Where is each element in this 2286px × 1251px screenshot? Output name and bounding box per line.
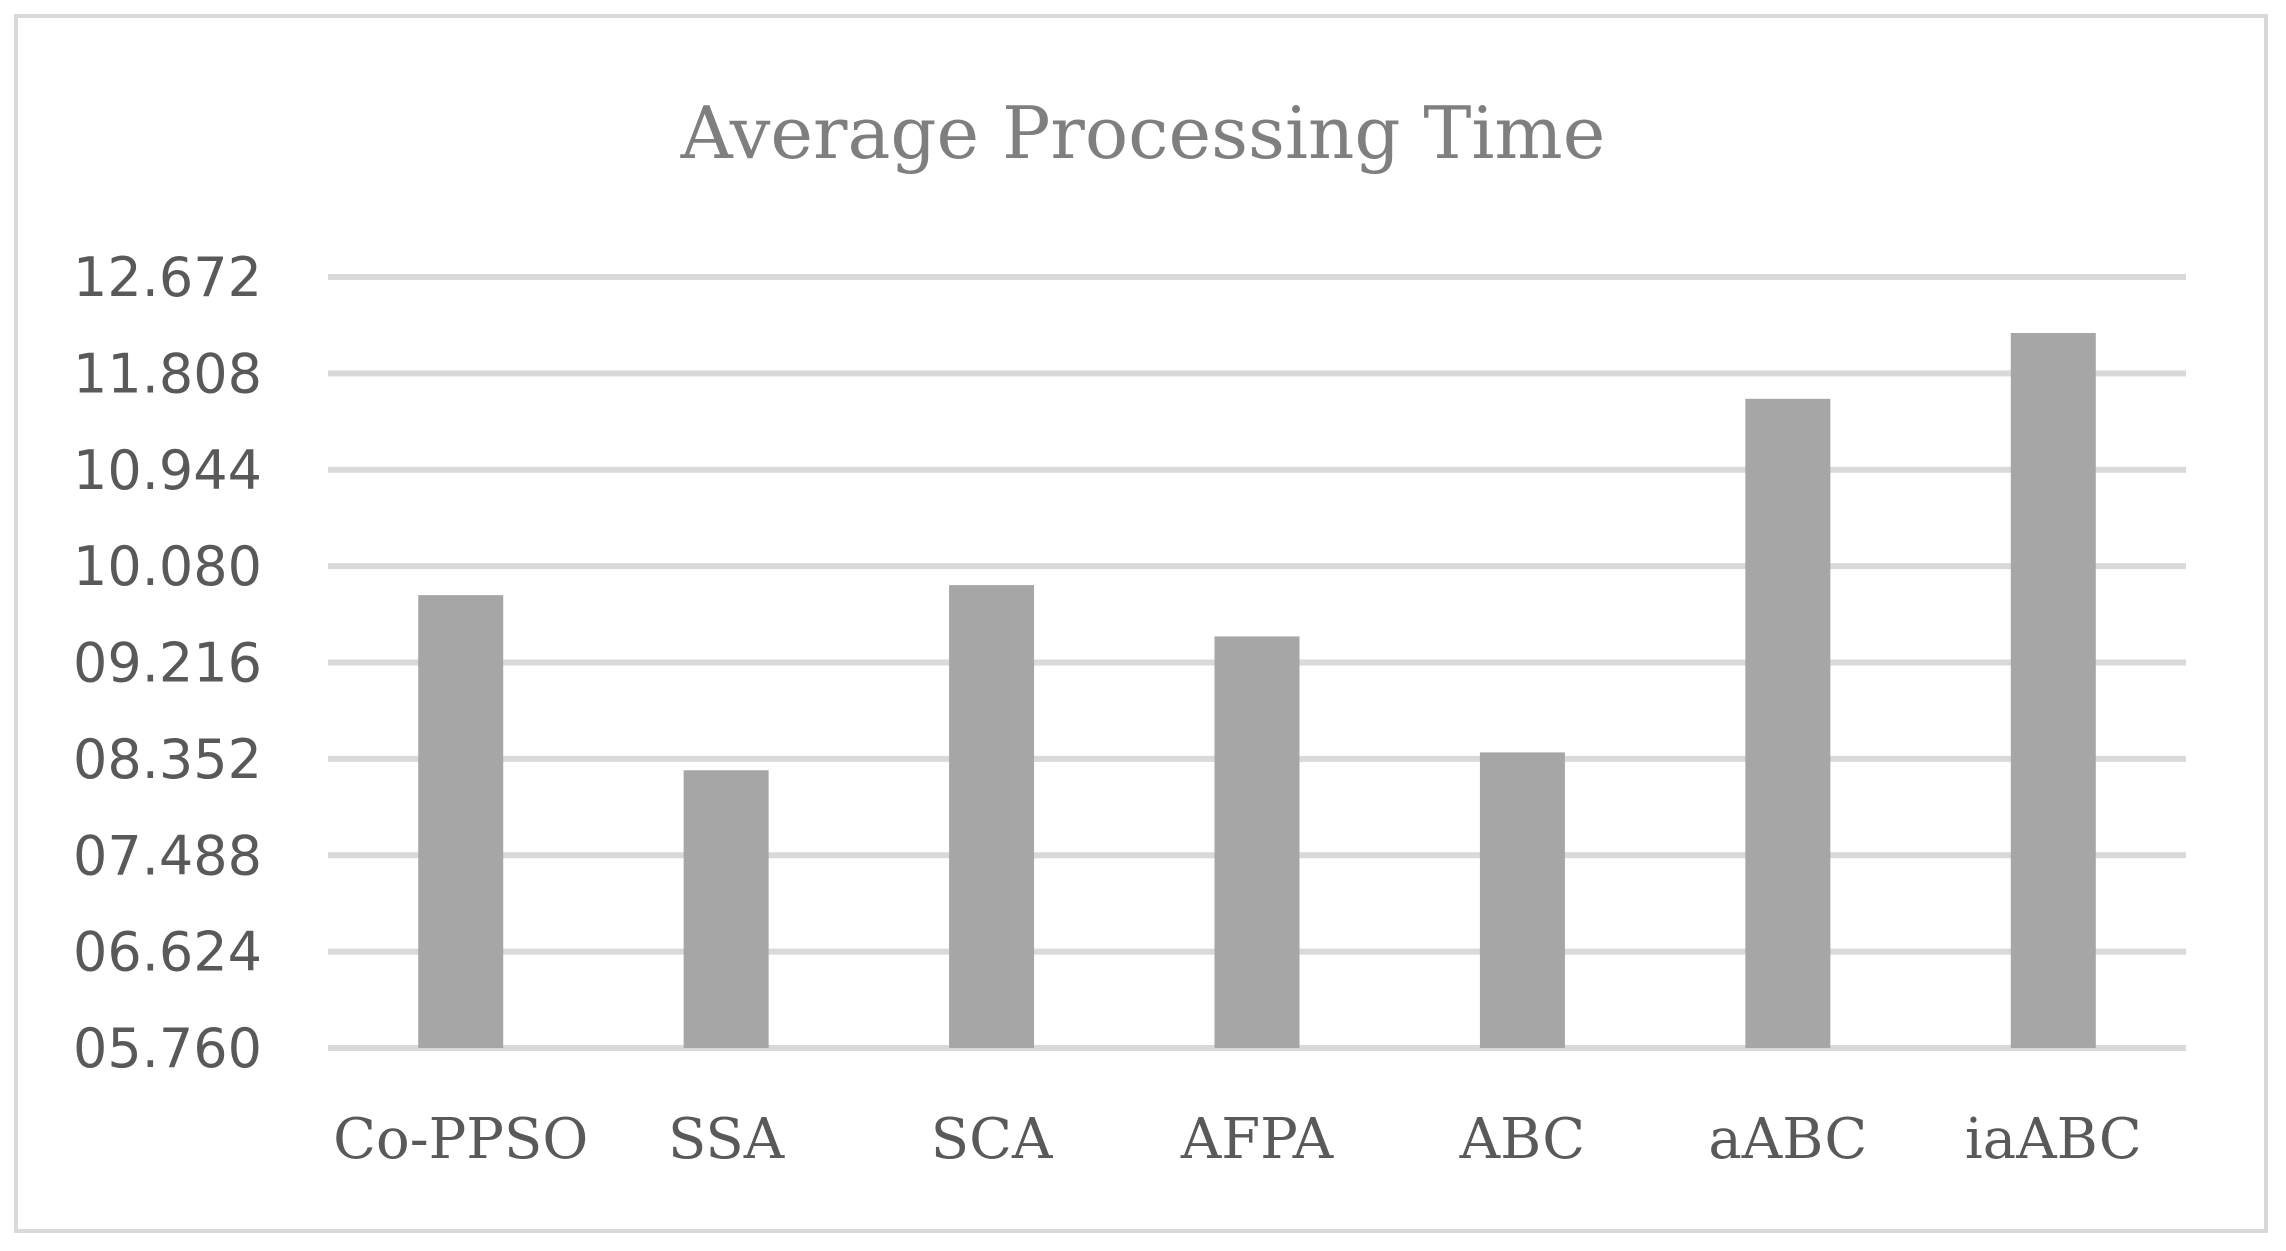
y-tick-label: 10.944 — [73, 439, 262, 502]
y-tick-label: 12.672 — [73, 246, 262, 309]
x-tick-label: AFPA — [1180, 1107, 1334, 1172]
y-axis-ticks: 05.760 06.624 07.488 08.352 09.216 10.080 10.9… — [73, 246, 262, 1080]
y-tick-label: 09.216 — [73, 632, 262, 695]
bar-abc — [1479, 752, 1565, 1048]
x-tick-label: ABC — [1459, 1107, 1585, 1172]
bar-afpa — [1214, 636, 1300, 1048]
gridlines — [328, 274, 2186, 1051]
chart-title: Average Processing Time — [680, 91, 1606, 175]
x-tick-label: aABC — [1708, 1107, 1867, 1172]
x-tick-label: Co-PPSO — [333, 1107, 588, 1172]
bar-ssa — [683, 770, 769, 1048]
bar-iaabc — [2010, 332, 2096, 1048]
bar-co-ppso — [418, 595, 504, 1048]
x-tick-label: SSA — [668, 1107, 785, 1172]
y-tick-label: 11.808 — [73, 342, 262, 405]
x-tick-label: SCA — [931, 1107, 1053, 1172]
bars — [418, 332, 2096, 1049]
bar-sca — [949, 585, 1035, 1048]
y-tick-label: 06.624 — [73, 921, 262, 984]
y-tick-label: 08.352 — [73, 728, 262, 791]
x-tick-label: iaABC — [1965, 1107, 2142, 1172]
x-axis-ticks: Co-PPSO SSA SCA AFPA ABC aABC iaABC — [333, 1107, 2142, 1172]
chart-frame — [14, 14, 2268, 1233]
y-tick-label: 10.080 — [73, 535, 262, 598]
y-tick-label: 05.760 — [73, 1017, 262, 1080]
y-tick-label: 07.488 — [73, 824, 262, 887]
bar-aabc — [1745, 398, 1831, 1049]
